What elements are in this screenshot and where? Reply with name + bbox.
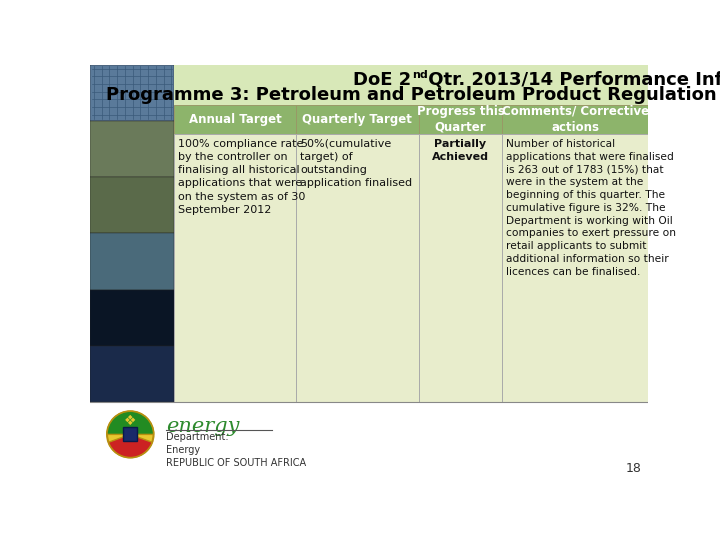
Text: Annual Target: Annual Target (189, 113, 282, 126)
Bar (90, 289, 174, 346)
Bar (90, 402, 648, 481)
Wedge shape (109, 434, 152, 457)
Bar (90, 346, 174, 402)
Text: nd: nd (413, 70, 428, 80)
Text: Comments/ Corrective
actions: Comments/ Corrective actions (502, 105, 649, 134)
Text: Qtr. 2013/14 Performance Information Report: Qtr. 2013/14 Performance Information Rep… (422, 71, 720, 89)
Bar (90, 121, 174, 177)
Text: ❖: ❖ (124, 414, 137, 428)
Text: Progress this
Quarter: Progress this Quarter (416, 105, 505, 134)
Bar (90, 177, 174, 233)
Bar (174, 65, 648, 105)
Bar (418, 105, 503, 134)
Text: Quarterly Target: Quarterly Target (302, 113, 413, 126)
Circle shape (107, 411, 153, 457)
Bar (296, 105, 418, 134)
Bar (503, 134, 648, 402)
Text: Number of historical
applications that were finalised
is 263 out of 1783 (15%) t: Number of historical applications that w… (506, 139, 676, 276)
Text: 100% compliance rate
by the controller on
finalising all historical
applications: 100% compliance rate by the controller o… (178, 139, 305, 215)
Bar (174, 105, 296, 134)
Text: Department:
Energy
REPUBLIC OF SOUTH AFRICA: Department: Energy REPUBLIC OF SOUTH AFR… (166, 432, 306, 469)
Bar (418, 134, 503, 402)
Text: Programme 3: Petroleum and Petroleum Product Regulation: Programme 3: Petroleum and Petroleum Pro… (106, 86, 716, 104)
Bar (123, 427, 138, 441)
Text: 18: 18 (626, 462, 642, 475)
Text: Partially
Achieved: Partially Achieved (432, 139, 489, 162)
Bar (174, 134, 296, 402)
Bar (503, 105, 648, 134)
Text: 50%(cumulative
target) of
outstanding
application finalised: 50%(cumulative target) of outstanding ap… (300, 139, 412, 188)
Bar (90, 65, 174, 121)
Wedge shape (107, 411, 153, 434)
Bar (90, 233, 174, 289)
Text: DoE 2: DoE 2 (353, 71, 411, 89)
Bar (296, 134, 418, 402)
Text: energy: energy (166, 417, 239, 436)
